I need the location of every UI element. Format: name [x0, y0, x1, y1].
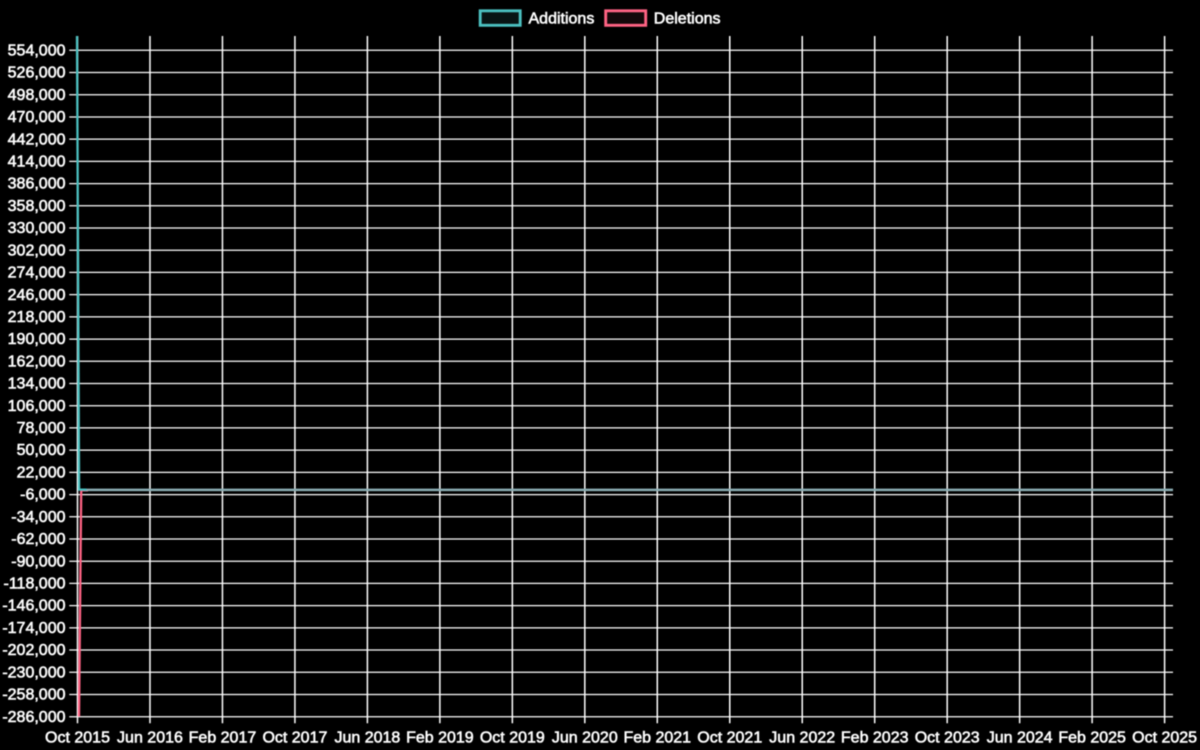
svg-text:Oct 2015: Oct 2015 — [45, 730, 110, 747]
svg-text:-258,000: -258,000 — [2, 687, 65, 704]
svg-text:Feb 2017: Feb 2017 — [189, 730, 257, 747]
svg-text:134,000: 134,000 — [8, 376, 66, 393]
svg-text:-230,000: -230,000 — [2, 664, 65, 681]
svg-text:Oct 2021: Oct 2021 — [697, 730, 762, 747]
svg-text:-6,000: -6,000 — [20, 487, 65, 504]
svg-text:-174,000: -174,000 — [2, 620, 65, 637]
svg-text:-146,000: -146,000 — [2, 598, 65, 615]
svg-text:106,000: 106,000 — [8, 398, 66, 415]
svg-text:Jun 2020: Jun 2020 — [552, 730, 618, 747]
svg-text:Feb 2023: Feb 2023 — [841, 730, 909, 747]
svg-text:-90,000: -90,000 — [11, 553, 65, 570]
svg-text:218,000: 218,000 — [8, 309, 66, 326]
svg-text:358,000: 358,000 — [8, 198, 66, 215]
svg-text:302,000: 302,000 — [8, 242, 66, 259]
svg-text:526,000: 526,000 — [8, 65, 66, 82]
svg-text:-202,000: -202,000 — [2, 642, 65, 659]
svg-text:442,000: 442,000 — [8, 131, 66, 148]
svg-text:330,000: 330,000 — [8, 220, 66, 237]
svg-text:-118,000: -118,000 — [4, 576, 66, 593]
svg-text:Feb 2019: Feb 2019 — [406, 730, 474, 747]
svg-text:414,000: 414,000 — [8, 153, 66, 170]
svg-text:50,000: 50,000 — [17, 442, 66, 459]
svg-text:Jun 2016: Jun 2016 — [117, 730, 183, 747]
svg-text:190,000: 190,000 — [8, 331, 66, 348]
svg-text:-286,000: -286,000 — [2, 709, 65, 726]
svg-text:Jun 2018: Jun 2018 — [334, 730, 400, 747]
svg-text:-62,000: -62,000 — [11, 531, 65, 548]
svg-text:Jun 2024: Jun 2024 — [987, 730, 1053, 747]
svg-text:Oct 2017: Oct 2017 — [262, 730, 327, 747]
svg-text:554,000: 554,000 — [8, 42, 66, 59]
svg-text:386,000: 386,000 — [8, 176, 66, 193]
svg-text:470,000: 470,000 — [8, 109, 66, 126]
svg-text:Oct 2023: Oct 2023 — [915, 730, 980, 747]
svg-text:Jun 2022: Jun 2022 — [769, 730, 835, 747]
svg-text:Additions: Additions — [529, 11, 595, 28]
svg-text:274,000: 274,000 — [8, 265, 66, 282]
svg-text:Oct 2019: Oct 2019 — [480, 730, 545, 747]
svg-text:22,000: 22,000 — [17, 464, 66, 481]
svg-text:78,000: 78,000 — [17, 420, 66, 437]
svg-text:-34,000: -34,000 — [11, 509, 65, 526]
svg-text:Oct 2025: Oct 2025 — [1132, 730, 1197, 747]
svg-text:Feb 2025: Feb 2025 — [1058, 730, 1126, 747]
svg-text:Deletions: Deletions — [654, 11, 721, 28]
svg-text:162,000: 162,000 — [8, 353, 66, 370]
svg-text:Feb 2021: Feb 2021 — [623, 730, 691, 747]
svg-text:246,000: 246,000 — [8, 287, 66, 304]
svg-text:498,000: 498,000 — [8, 87, 66, 104]
